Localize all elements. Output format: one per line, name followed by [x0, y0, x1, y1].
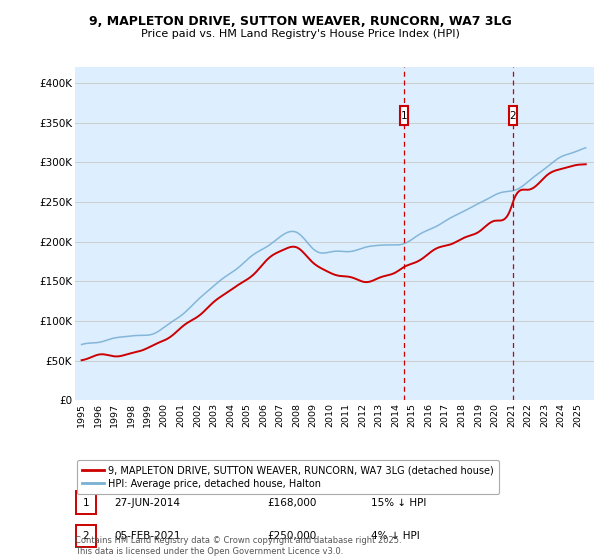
Text: 1: 1 [83, 498, 89, 508]
Text: 4% ↓ HPI: 4% ↓ HPI [371, 531, 419, 541]
Text: 15% ↓ HPI: 15% ↓ HPI [371, 498, 426, 508]
Text: Price paid vs. HM Land Registry's House Price Index (HPI): Price paid vs. HM Land Registry's House … [140, 29, 460, 39]
Text: £250,000: £250,000 [267, 531, 316, 541]
Text: 1: 1 [400, 110, 407, 120]
Text: 27-JUN-2014: 27-JUN-2014 [114, 498, 180, 508]
Bar [76, 491, 96, 514]
Text: 05-FEB-2021: 05-FEB-2021 [114, 531, 181, 541]
Text: Contains HM Land Registry data © Crown copyright and database right 2025.
This d: Contains HM Land Registry data © Crown c… [75, 536, 401, 556]
Legend: 9, MAPLETON DRIVE, SUTTON WEAVER, RUNCORN, WA7 3LG (detached house), HPI: Averag: 9, MAPLETON DRIVE, SUTTON WEAVER, RUNCOR… [77, 460, 499, 494]
Text: 2: 2 [83, 531, 89, 541]
Text: £168,000: £168,000 [267, 498, 316, 508]
Bar [76, 525, 96, 547]
Bar [509, 106, 517, 125]
Text: 2: 2 [509, 110, 516, 120]
Text: 9, MAPLETON DRIVE, SUTTON WEAVER, RUNCORN, WA7 3LG: 9, MAPLETON DRIVE, SUTTON WEAVER, RUNCOR… [89, 15, 511, 28]
Bar [400, 106, 408, 125]
